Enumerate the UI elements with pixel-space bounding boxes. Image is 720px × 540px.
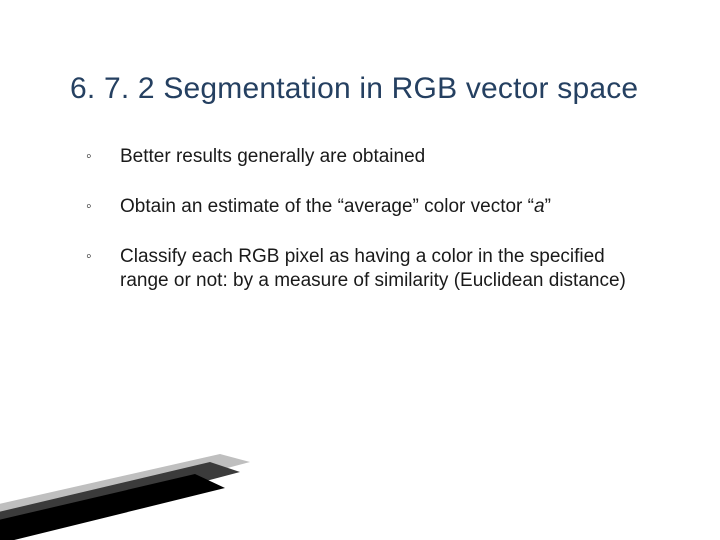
bullet-text: Obtain an estimate of the “average” colo… bbox=[120, 195, 646, 219]
bullet-text: Better results generally are obtained bbox=[120, 145, 646, 169]
bullet-text: Classify each RGB pixel as having a colo… bbox=[120, 245, 646, 293]
list-item: ◦ Classify each RGB pixel as having a co… bbox=[86, 245, 646, 293]
bullet-text-em: a bbox=[534, 196, 545, 217]
slide-title: 6. 7. 2 Segmentation in RGB vector space bbox=[70, 72, 638, 106]
list-item: ◦ Better results generally are obtained bbox=[86, 145, 646, 169]
slide: 6. 7. 2 Segmentation in RGB vector space… bbox=[0, 0, 720, 540]
bullet-marker-icon: ◦ bbox=[86, 195, 120, 219]
bullet-text-pre: Obtain an estimate of the “average” colo… bbox=[120, 196, 534, 217]
bullet-text-post: ” bbox=[545, 196, 551, 217]
list-item: ◦ Obtain an estimate of the “average” co… bbox=[86, 195, 646, 219]
bullet-marker-icon: ◦ bbox=[86, 145, 120, 169]
bullet-marker-icon: ◦ bbox=[86, 245, 120, 269]
decorative-wedge-icon bbox=[0, 450, 260, 540]
bullet-list: ◦ Better results generally are obtained … bbox=[86, 145, 646, 319]
